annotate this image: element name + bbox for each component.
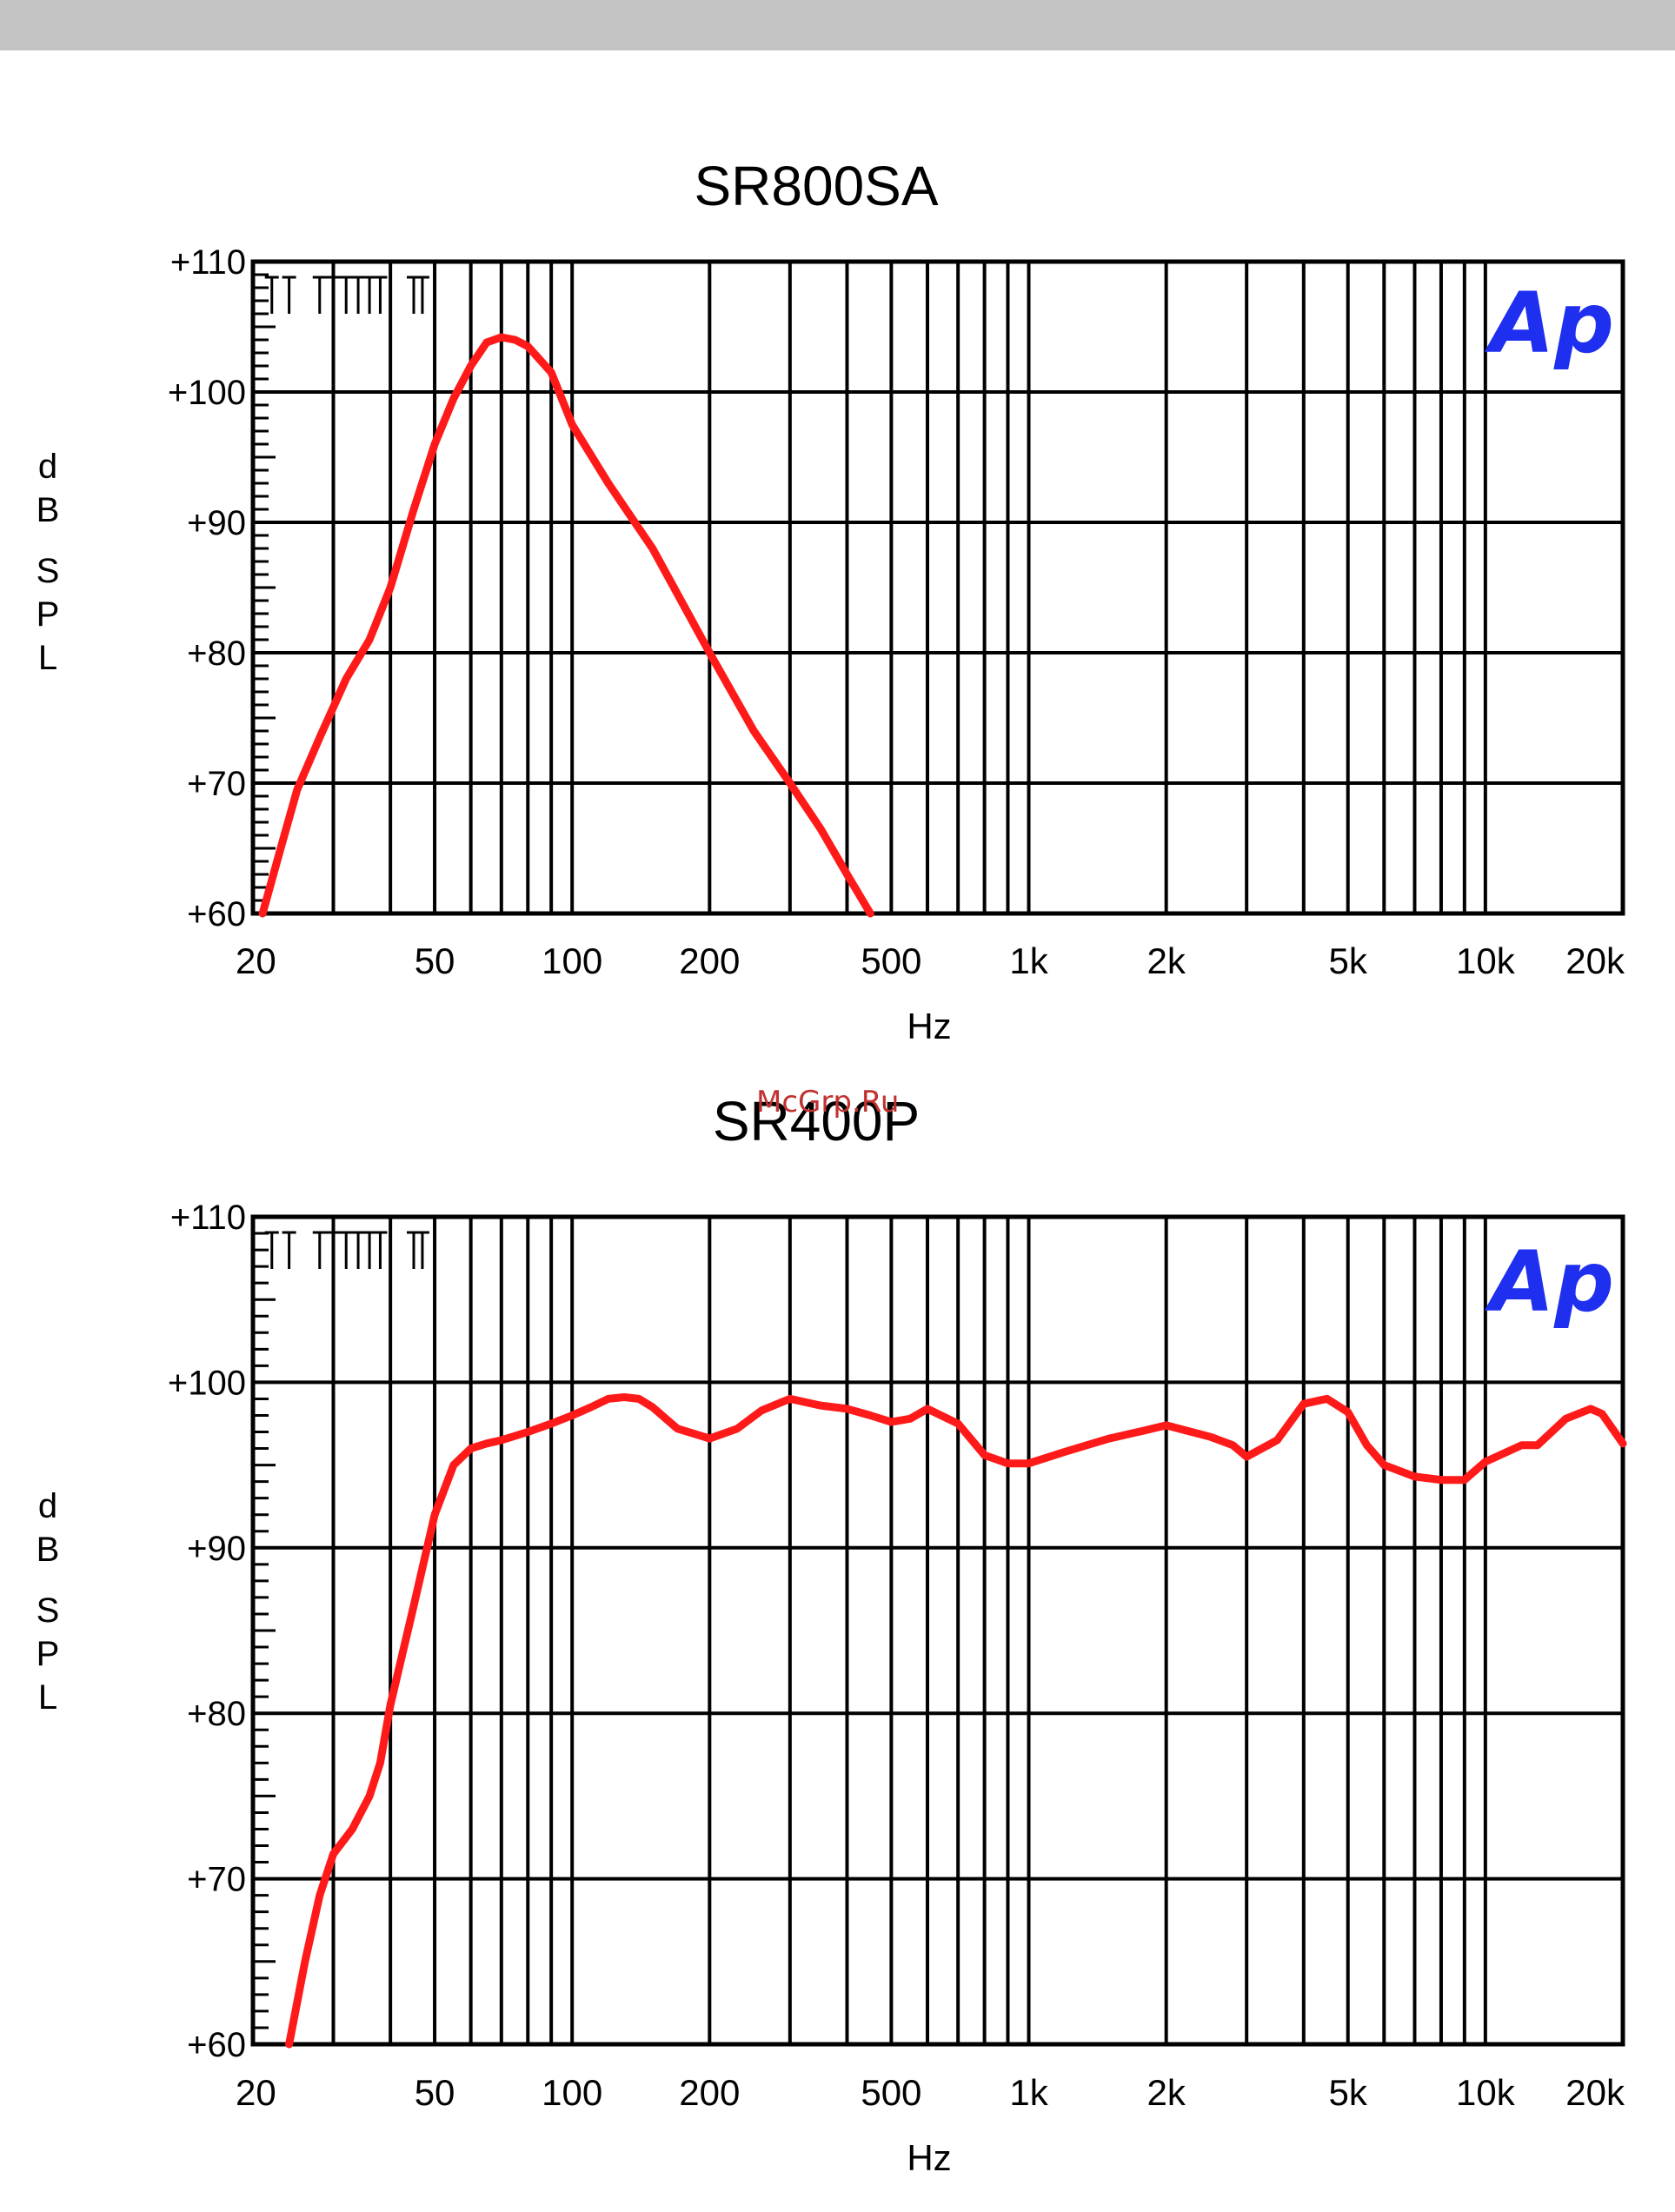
x-tick-label: 200 — [679, 2072, 740, 2113]
x-tick-label: 5k — [1329, 940, 1368, 981]
x-tick-label: 50 — [415, 2072, 455, 2113]
x-tick-label: 10k — [1456, 2072, 1516, 2113]
ap-logo: Ap — [1484, 275, 1614, 372]
y-tick-label: +100 — [168, 374, 246, 412]
y-tick-label: +100 — [168, 1364, 246, 1402]
x-axis-label: Hz — [907, 2137, 951, 2178]
x-tick-label: 2k — [1147, 2072, 1186, 2113]
chart-sr800sa: SR800SA +110 +100 +90 +80 +70 +60 20 50 100 200 500… — [37, 155, 1625, 1046]
y-axis-label-letter: d — [38, 1487, 57, 1525]
plot-frame — [250, 1214, 1625, 2047]
chart-title: SR800SA — [694, 155, 938, 217]
top-band — [0, 0, 1675, 50]
x-tick-label: 100 — [542, 940, 602, 981]
chart-title: SR400P — [713, 1090, 920, 1152]
minor-ticks — [253, 273, 429, 902]
ap-logo: Ap — [1484, 1233, 1614, 1331]
x-tick-label: 10k — [1456, 940, 1516, 981]
y-tick-label: +90 — [187, 504, 246, 542]
x-tick-label: 500 — [861, 2072, 921, 2113]
y-tick-label: +60 — [187, 2026, 246, 2064]
y-axis-label-letter: d — [38, 448, 57, 486]
x-tick-label: 1k — [1009, 2072, 1048, 2113]
x-tick-label: 20 — [236, 2072, 276, 2113]
y-axis-label-letter: P — [37, 595, 60, 634]
y-tick-label: +70 — [187, 1861, 246, 1899]
y-tick-label: +110 — [170, 1199, 246, 1237]
x-tick-label: 100 — [542, 2072, 602, 2113]
y-tick-label: +80 — [187, 634, 246, 673]
series-line — [285, 1393, 1627, 2049]
grid — [251, 260, 1625, 915]
x-tick-label: 20k — [1565, 2072, 1625, 2113]
y-tick-label: +60 — [187, 895, 246, 933]
series-line — [258, 333, 874, 918]
y-axis-label-letter: S — [37, 1591, 60, 1630]
x-tick-label: 5k — [1329, 2072, 1368, 2113]
x-tick-label: 500 — [861, 940, 921, 981]
minor-ticks — [253, 1231, 429, 2029]
x-tick-label: 20k — [1565, 940, 1625, 981]
x-tick-label: 200 — [679, 940, 740, 981]
y-axis-label-letter: B — [37, 1531, 60, 1569]
y-axis-label-letter: B — [37, 491, 60, 529]
x-tick-label: 50 — [415, 940, 455, 981]
watermark: McGrp.Ru — [756, 1085, 900, 1119]
grid — [251, 1215, 1625, 2046]
y-axis-label-letter: L — [38, 639, 57, 677]
y-axis-label-letter: P — [37, 1635, 60, 1673]
y-axis-label-letter: S — [37, 552, 60, 590]
x-tick-label: 20 — [236, 940, 276, 981]
y-tick-label: +110 — [170, 243, 246, 282]
x-axis-label: Hz — [907, 1006, 951, 1046]
x-tick-label: 1k — [1009, 940, 1048, 981]
chart-sr400p: SR400P +110 +100 +90 +80 +70 +60 20 50 100 200 500 1… — [37, 1090, 1627, 2178]
y-axis-label-letter: L — [38, 1678, 57, 1717]
y-tick-label: +90 — [187, 1530, 246, 1568]
x-tick-label: 2k — [1147, 940, 1186, 981]
plot-frame — [250, 259, 1625, 916]
y-tick-label: +70 — [187, 765, 246, 803]
y-tick-label: +80 — [187, 1695, 246, 1733]
